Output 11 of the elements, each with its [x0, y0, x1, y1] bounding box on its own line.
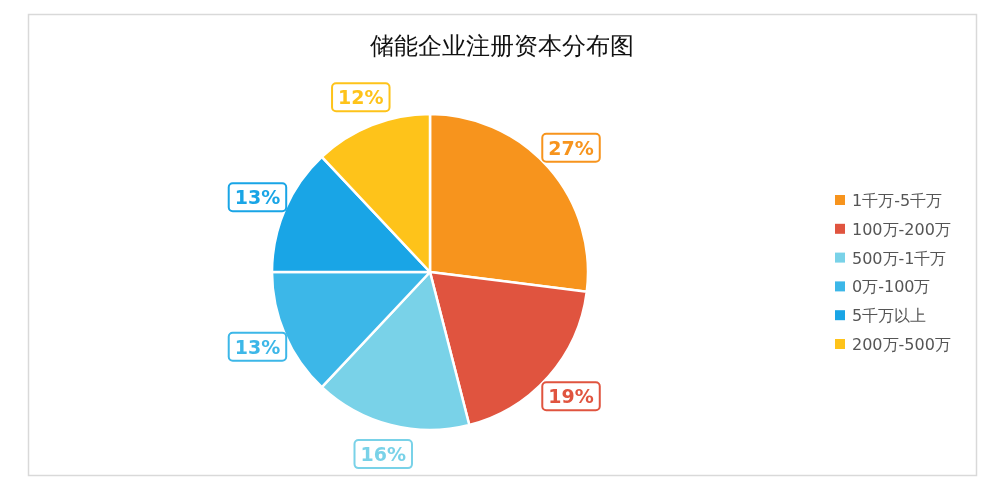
data-label: 13%: [234, 186, 281, 209]
legend-label: 0万-100万: [852, 277, 931, 297]
chart-title: 储能企业注册资本分布图: [370, 32, 634, 60]
legend-label: 5千万以上: [852, 306, 927, 326]
data-label: 13%: [234, 335, 281, 358]
data-label: 19%: [548, 385, 594, 408]
data-label: 27%: [548, 136, 594, 159]
legend-label: 500万-1千万: [852, 248, 947, 268]
legend-label: 1千万-5千万: [852, 191, 943, 210]
data-label: 12%: [338, 86, 384, 109]
data-label: 16%: [360, 443, 406, 466]
